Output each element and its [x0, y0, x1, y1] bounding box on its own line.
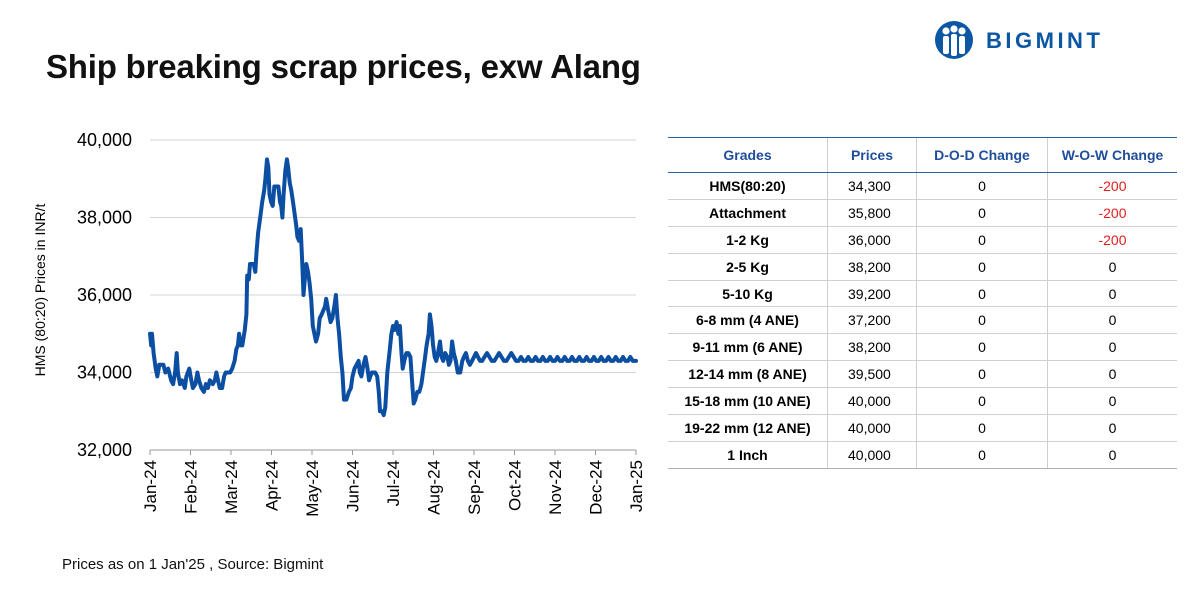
grade-cell: 15-18 mm (10 ANE) [668, 387, 828, 416]
wow-change-cell: 0 [1047, 306, 1177, 335]
wow-change-cell: -200 [1047, 226, 1177, 254]
x-tick-label: May-24 [303, 460, 322, 517]
table-row: 2-5 Kg 38,200 0 0 [668, 253, 1177, 281]
grade-cell: 6-8 mm (4 ANE) [668, 306, 828, 335]
series-line-hms [148, 157, 638, 418]
table-row: 5-10 Kg 39,200 0 0 [668, 280, 1177, 308]
price-cell: 40,000 [827, 414, 917, 442]
wow-change-cell: 0 [1047, 441, 1177, 469]
price-line-chart: 32,000 34,000 36,000 38,000 40,000 Jan-24 Feb… [32, 130, 646, 517]
y-tick-label: 36,000 [77, 285, 132, 305]
header-dod-change: D-O-D Change [916, 137, 1048, 173]
x-tick-label: Jul-24 [384, 460, 403, 506]
y-axis-label: HMS (80:20) Prices in INR/t [32, 204, 48, 377]
x-tick-label: Aug-24 [425, 460, 444, 515]
x-tick-label: Jun-24 [344, 460, 363, 512]
price-table: Grades Prices D-O-D Change W-O-W Change … [668, 137, 1177, 469]
table-row: 15-18 mm (10 ANE) 40,000 0 0 [668, 387, 1177, 416]
x-tick-label: Jan-25 [627, 460, 646, 512]
table-row: Attachment 35,800 0 -200 [668, 199, 1177, 227]
source-note: Prices as on 1 Jan'25 , Source: Bigmint [62, 556, 324, 573]
x-tick-label: Oct-24 [506, 460, 525, 511]
brand-name: BIGMINT [986, 28, 1104, 53]
price-cell: 38,200 [827, 253, 917, 281]
chart-gridlines [150, 139, 636, 451]
table-row: 1-2 Kg 36,000 0 -200 [668, 226, 1177, 254]
grade-cell: 2-5 Kg [668, 253, 828, 281]
header-prices: Prices [827, 137, 917, 173]
y-tick-label: 40,000 [77, 130, 132, 150]
price-cell: 40,000 [827, 387, 917, 416]
x-tick-label: Nov-24 [546, 460, 565, 515]
price-cell: 38,200 [827, 333, 917, 362]
wow-change-cell: 0 [1047, 387, 1177, 416]
grade-cell: Attachment [668, 199, 828, 227]
table-row: 6-8 mm (4 ANE) 37,200 0 0 [668, 306, 1177, 335]
price-cell: 40,000 [827, 441, 917, 469]
x-tick-label: Dec-24 [587, 460, 606, 515]
bigmint-logo-icon [935, 21, 973, 59]
dod-change-cell: 0 [916, 360, 1048, 389]
grade-cell: 12-14 mm (8 ANE) [668, 360, 828, 389]
grade-cell: 1-2 Kg [668, 226, 828, 254]
dod-change-cell: 0 [916, 253, 1048, 281]
price-cell: 39,200 [827, 280, 917, 308]
x-tick-label: Apr-24 [263, 460, 282, 511]
header-grades: Grades [668, 137, 828, 173]
price-cell: 39,500 [827, 360, 917, 389]
table-row: HMS(80:20) 34,300 0 -200 [668, 172, 1177, 200]
dod-change-cell: 0 [916, 387, 1048, 416]
wow-change-cell: 0 [1047, 360, 1177, 389]
wow-change-cell: 0 [1047, 414, 1177, 442]
dod-change-cell: 0 [916, 414, 1048, 442]
grade-cell: 5-10 Kg [668, 280, 828, 308]
table-row: 19-22 mm (12 ANE) 40,000 0 0 [668, 414, 1177, 442]
y-axis-ticks: 32,000 34,000 36,000 38,000 40,000 [77, 130, 132, 460]
grade-cell: 1 Inch [668, 441, 828, 469]
y-tick-label: 34,000 [77, 363, 132, 383]
x-tick-label: Sep-24 [465, 460, 484, 515]
table-header-row: Grades Prices D-O-D Change W-O-W Change [668, 137, 1177, 173]
price-cell: 34,300 [827, 172, 917, 200]
price-cell: 35,800 [827, 199, 917, 227]
header-wow-change: W-O-W Change [1047, 137, 1177, 173]
table-row: 12-14 mm (8 ANE) 39,500 0 0 [668, 360, 1177, 389]
table-row: 9-11 mm (6 ANE) 38,200 0 0 [668, 333, 1177, 362]
dod-change-cell: 0 [916, 441, 1048, 469]
table-row: 1 Inch 40,000 0 0 [668, 441, 1177, 469]
x-axis-ticks: Jan-24 Feb-24 Mar-24 Apr-24 May-24 Jun-24 Jul-… [141, 450, 646, 517]
wow-change-cell: 0 [1047, 333, 1177, 362]
price-cell: 36,000 [827, 226, 917, 254]
brand-logo: BIGMINT [934, 20, 1154, 60]
x-tick-label: Mar-24 [222, 460, 241, 514]
dod-change-cell: 0 [916, 280, 1048, 308]
dod-change-cell: 0 [916, 172, 1048, 200]
dod-change-cell: 0 [916, 199, 1048, 227]
x-tick-label: Feb-24 [182, 460, 201, 514]
grade-cell: HMS(80:20) [668, 172, 828, 200]
wow-change-cell: 0 [1047, 280, 1177, 308]
grade-cell: 19-22 mm (12 ANE) [668, 414, 828, 442]
dod-change-cell: 0 [916, 333, 1048, 362]
wow-change-cell: -200 [1047, 172, 1177, 200]
wow-change-cell: 0 [1047, 253, 1177, 281]
y-tick-label: 32,000 [77, 440, 132, 460]
dod-change-cell: 0 [916, 306, 1048, 335]
price-cell: 37,200 [827, 306, 917, 335]
wow-change-cell: -200 [1047, 199, 1177, 227]
x-tick-label: Jan-24 [141, 460, 160, 512]
y-tick-label: 38,000 [77, 208, 132, 228]
grade-cell: 9-11 mm (6 ANE) [668, 333, 828, 362]
dod-change-cell: 0 [916, 226, 1048, 254]
page-title: Ship breaking scrap prices, exw Alang [46, 48, 641, 85]
